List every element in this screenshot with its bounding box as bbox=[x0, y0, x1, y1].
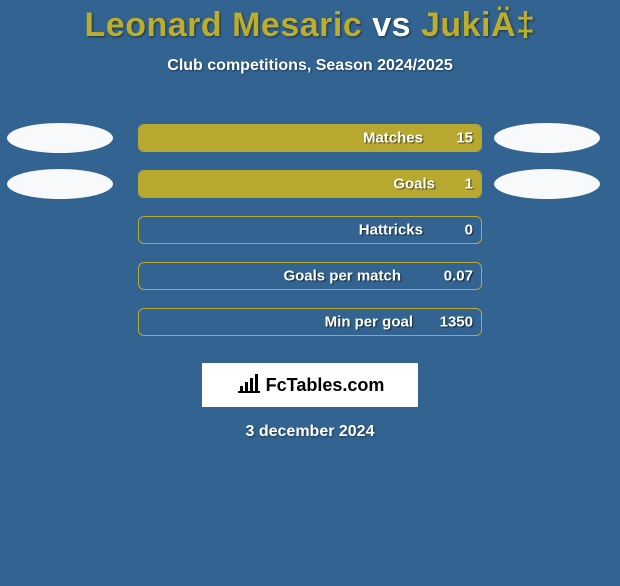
left-ellipse bbox=[7, 123, 113, 153]
bar-value: 1350 bbox=[440, 314, 473, 331]
vs-separator: vs bbox=[372, 6, 411, 44]
bar-goals-per-match: Goals per match 0.07 bbox=[138, 262, 482, 290]
subtitle: Club competitions, Season 2024/2025 bbox=[0, 57, 620, 75]
bar-label: Goals per match bbox=[283, 268, 401, 285]
fctables-logo: FcTables.com bbox=[202, 363, 418, 407]
bar-label: Min per goal bbox=[325, 314, 413, 331]
player1-name: Leonard Mesaric bbox=[85, 6, 363, 44]
right-ellipse bbox=[494, 123, 600, 153]
stat-row-min-per-goal: Min per goal 1350 bbox=[0, 299, 620, 345]
barchart-icon bbox=[236, 372, 262, 399]
logo-text: FcTables.com bbox=[266, 375, 385, 396]
bar-value: 1 bbox=[465, 176, 473, 193]
stat-row-goals-per-match: Goals per match 0.07 bbox=[0, 253, 620, 299]
bar-fill bbox=[139, 125, 481, 151]
bar-hattricks: Hattricks 0 bbox=[138, 216, 482, 244]
logo-text-bold: Tables bbox=[287, 375, 343, 395]
stat-row-goals: Goals 1 bbox=[0, 161, 620, 207]
bar-matches: Matches 15 bbox=[138, 124, 482, 152]
bar-goals: Goals 1 bbox=[138, 170, 482, 198]
stats-content: Matches 15 Goals 1 Hattricks 0 Goals per… bbox=[0, 115, 620, 441]
stat-row-matches: Matches 15 bbox=[0, 115, 620, 161]
logo-text-prefix: Fc bbox=[266, 375, 287, 395]
left-ellipse bbox=[7, 169, 113, 199]
bar-label: Goals bbox=[393, 176, 435, 193]
bar-value: 15 bbox=[456, 130, 473, 147]
bar-label: Matches bbox=[363, 130, 423, 147]
right-ellipse bbox=[494, 169, 600, 199]
bar-value: 0 bbox=[465, 222, 473, 239]
comparison-title: Leonard Mesaric vs JukiÄ‡ bbox=[0, 6, 620, 45]
logo-text-suffix: .com bbox=[342, 375, 384, 395]
bar-value: 0.07 bbox=[444, 268, 473, 285]
player2-name: JukiÄ‡ bbox=[421, 6, 536, 44]
stat-row-hattricks: Hattricks 0 bbox=[0, 207, 620, 253]
date-text: 3 december 2024 bbox=[0, 423, 620, 441]
bar-min-per-goal: Min per goal 1350 bbox=[138, 308, 482, 336]
bar-label: Hattricks bbox=[359, 222, 423, 239]
